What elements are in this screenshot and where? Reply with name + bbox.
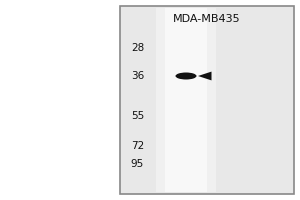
Ellipse shape: [176, 72, 197, 79]
Text: 95: 95: [131, 159, 144, 169]
Text: 55: 55: [131, 111, 144, 121]
Polygon shape: [198, 72, 211, 80]
Bar: [120, 6, 294, 194]
Text: MDA-MB435: MDA-MB435: [173, 14, 241, 24]
Text: 28: 28: [131, 43, 144, 53]
Text: 36: 36: [131, 71, 144, 81]
Bar: [156, 8, 216, 192]
Bar: [165, 8, 207, 192]
Text: 72: 72: [131, 141, 144, 151]
